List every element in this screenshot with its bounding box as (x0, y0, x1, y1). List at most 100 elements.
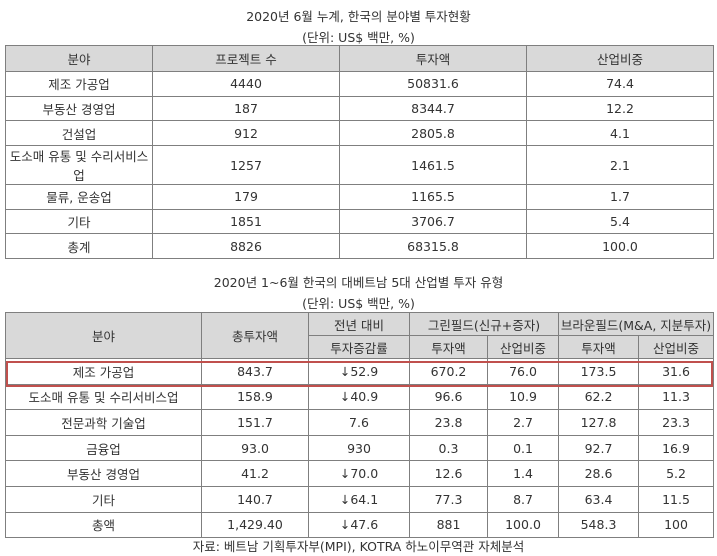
row-label-cell: 부동산 경영업 (5, 460, 202, 487)
row-label-cell: 도소매 유통 및 수리서비스업 (5, 145, 153, 186)
source-note: 자료: 베트남 기획투자부(MPI), KOTRA 하노이무역관 자체분석 (192, 539, 525, 554)
table-row: 부동산 경영업 187 8344.7 12.2 (5, 95, 714, 122)
table-cell: 23.3 (638, 409, 715, 436)
table2-title: 2020년 1~6월 한국의 대베트남 5대 산업별 투자 유형 (213, 275, 504, 290)
header-investment-amount: 투자액 (339, 45, 527, 72)
table1-header-row: 분야 프로젝트 수 투자액 산업비중 (5, 45, 714, 72)
table-cell: 8344.7 (339, 95, 527, 122)
table-cell: 0.1 (486, 434, 560, 462)
table2-unit: (단위: US$ 백만, %) (302, 296, 415, 311)
table-cell: 670.2 (409, 358, 488, 385)
row-label-cell: 총계 (5, 233, 153, 260)
header-project-count: 프로젝트 수 (152, 45, 340, 72)
table-cell: 68315.8 (339, 233, 527, 260)
table-cell: 16.9 (638, 434, 715, 462)
table-cell: 23.8 (409, 409, 488, 436)
table2-header-row-2: 투자증감률 투자액 산업비중 투자액 산업비중 (6, 335, 715, 359)
header-brownfield-share: 산업비중 (638, 335, 715, 359)
header-greenfield-amount: 투자액 (409, 335, 488, 359)
table-cell: 187 (152, 95, 340, 122)
table-cell: 31.6 (638, 358, 715, 385)
table-cell: ↓52.9 (308, 358, 410, 385)
table-cell: 2.1 (526, 145, 714, 186)
table-cell: 173.5 (558, 358, 640, 385)
header-yoy-bottom: 투자증감률 (308, 335, 410, 359)
table-cell: 11.5 (638, 485, 715, 513)
table-cell: 12.6 (409, 460, 488, 487)
table-cell: 41.2 (201, 460, 309, 487)
table-cell: 96.6 (409, 383, 488, 411)
table-row: 금융업 93.0 930 0.3 0.1 92.7 16.9 (5, 434, 715, 462)
table-cell: 74.4 (526, 71, 714, 97)
table-cell: 50831.6 (339, 71, 527, 97)
table-row: 기타 1851 3706.7 5.4 (5, 208, 714, 235)
table-cell: 2.7 (486, 409, 560, 436)
header-brownfield: 브라운필드(M&A, 지분투자) (558, 312, 715, 336)
table-cell: 1165.5 (339, 184, 527, 210)
table1-unit: (단위: US$ 백만, %) (302, 30, 415, 45)
table-row: 도소매 유통 및 수리서비스업 158.9 ↓40.9 96.6 10.9 62.2 11.… (5, 383, 715, 411)
table-cell: 76.0 (486, 358, 560, 385)
table-cell: 1257 (152, 145, 340, 186)
row-label-cell: 부동산 경영업 (5, 95, 153, 122)
table-cell: 3706.7 (339, 208, 527, 235)
table-cell: ↓40.9 (308, 383, 410, 411)
row-label-cell: 전문과학 기술업 (5, 409, 202, 436)
table-cell: 0.3 (409, 434, 488, 462)
table-cell: 127.8 (558, 409, 640, 436)
table-row: 건설업 912 2805.8 4.1 (5, 120, 714, 147)
header-brownfield-amount: 투자액 (558, 335, 640, 359)
table-row: 전문과학 기술업 151.7 7.6 23.8 2.7 127.8 23.3 (5, 409, 715, 436)
table-cell: 100 (638, 511, 715, 539)
table-cell: 100.0 (486, 511, 560, 539)
header-field: 분야 (5, 312, 202, 359)
table-row: 제조 가공업 843.7 ↓52.9 670.2 76.0 173.5 31.6 (5, 358, 715, 385)
table-row: 물류, 운송업 179 1165.5 1.7 (5, 184, 714, 210)
table2-investment-type: 분야 총투자액 전년 대비 그린필드(신규+증자) 브라운필드(M&A, 지분투… (5, 312, 715, 539)
header-field: 분야 (5, 45, 153, 72)
table-cell: 77.3 (409, 485, 488, 513)
header-yoy-top: 전년 대비 (308, 312, 410, 336)
table-cell: 2805.8 (339, 120, 527, 147)
table-cell: 881 (409, 511, 488, 539)
table2-header-row-1: 분야 총투자액 전년 대비 그린필드(신규+증자) 브라운필드(M&A, 지분투… (5, 312, 715, 359)
header-total-investment: 총투자액 (201, 312, 309, 359)
table-cell: 158.9 (201, 383, 309, 411)
table-cell: 10.9 (486, 383, 560, 411)
table-cell: 912 (152, 120, 340, 147)
table-cell: 1461.5 (339, 145, 527, 186)
table-cell: 1851 (152, 208, 340, 235)
row-label-cell: 물류, 운송업 (5, 184, 153, 210)
table-cell: 92.7 (558, 434, 640, 462)
table-cell: 4440 (152, 71, 340, 97)
table-cell: 8.7 (486, 485, 560, 513)
table-cell: 63.4 (558, 485, 640, 513)
table-row: 총액 1,429.40 ↓47.6 881 100.0 548.3 100 (5, 511, 715, 539)
table-row: 총계 8826 68315.8 100.0 (5, 233, 714, 260)
table-cell: ↓64.1 (308, 485, 410, 513)
header-industry-share: 산업비중 (526, 45, 714, 72)
table-cell: 100.0 (526, 233, 714, 260)
row-label-cell: 도소매 유통 및 수리서비스업 (5, 383, 202, 411)
table-cell: 28.6 (558, 460, 640, 487)
table-cell: 1.4 (486, 460, 560, 487)
table-cell: 7.6 (308, 409, 410, 436)
row-label-cell: 금융업 (5, 434, 202, 462)
table-cell: 1.7 (526, 184, 714, 210)
table-row: 제조 가공업 4440 50831.6 74.4 (5, 71, 714, 97)
table-cell: 548.3 (558, 511, 640, 539)
table-cell: 5.2 (638, 460, 715, 487)
table-cell: 1,429.40 (201, 511, 309, 539)
table-row: 도소매 유통 및 수리서비스업 1257 1461.5 2.1 (5, 145, 714, 186)
row-label-cell: 건설업 (5, 120, 153, 147)
table-cell: 140.7 (201, 485, 309, 513)
table-cell: 62.2 (558, 383, 640, 411)
table-cell: 179 (152, 184, 340, 210)
table-cell: 151.7 (201, 409, 309, 436)
table1-body: 제조 가공업 4440 50831.6 74.4 부동산 경영업 187 8344.7 12.… (5, 71, 714, 260)
table-cell: 4.1 (526, 120, 714, 147)
table-row: 기타 140.7 ↓64.1 77.3 8.7 63.4 11.5 (5, 485, 715, 513)
table-cell: 8826 (152, 233, 340, 260)
table-cell: ↓47.6 (308, 511, 410, 539)
table-cell: 843.7 (201, 358, 309, 385)
